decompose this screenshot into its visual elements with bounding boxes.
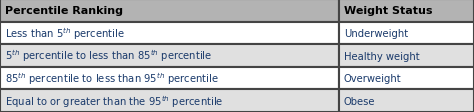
Bar — [0, 22, 339, 45]
Text: Percentile Ranking: Percentile Ranking — [5, 6, 123, 16]
Text: Less than 5$^{th}$ percentile: Less than 5$^{th}$ percentile — [5, 26, 125, 41]
Text: Obese: Obese — [344, 96, 375, 106]
Text: Equal to or greater than the 95$^{th}$ percentile: Equal to or greater than the 95$^{th}$ p… — [5, 93, 223, 109]
Text: 5$^{th}$ percentile to less than 85$^{th}$ percentile: 5$^{th}$ percentile to less than 85$^{th… — [5, 48, 212, 64]
Bar — [0, 0, 339, 22]
Bar — [339, 0, 474, 22]
Text: Weight Status: Weight Status — [344, 6, 432, 16]
Text: Underweight: Underweight — [344, 29, 408, 39]
Bar — [0, 90, 339, 112]
Bar — [0, 67, 339, 90]
Text: Healthy weight: Healthy weight — [344, 51, 419, 61]
Bar — [339, 90, 474, 112]
Bar — [0, 45, 339, 67]
Bar — [339, 67, 474, 90]
Text: Overweight: Overweight — [344, 73, 401, 83]
Bar — [339, 22, 474, 45]
Text: 85$^{th}$ percentile to less than 95$^{th}$ percentile: 85$^{th}$ percentile to less than 95$^{t… — [5, 71, 219, 86]
Bar — [339, 45, 474, 67]
